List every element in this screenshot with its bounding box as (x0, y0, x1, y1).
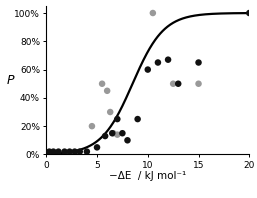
Point (120, 132, 124, 135)
Point (78, 150, 82, 153)
Point (136, 117, 140, 121)
Point (125, 139, 130, 142)
Point (166, 58, 170, 61)
Point (171, 82, 175, 85)
X-axis label: −ΔE  / kJ mol⁻¹: −ΔE / kJ mol⁻¹ (109, 171, 186, 181)
Point (47, 150, 51, 153)
Point (85, 150, 89, 153)
Point (100, 82, 104, 85)
Point (196, 82, 200, 85)
Point (56, 150, 60, 153)
Point (95, 146, 99, 149)
Point (115, 117, 119, 121)
Point (115, 133, 119, 136)
Point (111, 132, 115, 135)
Point (62, 150, 67, 153)
Y-axis label: P: P (6, 74, 14, 87)
Point (51, 150, 56, 153)
Point (156, 61, 160, 64)
Point (146, 68, 150, 71)
Point (68, 150, 72, 153)
Point (105, 89, 109, 92)
Point (176, 82, 180, 85)
Point (110, 132, 114, 135)
Point (73, 150, 77, 153)
Point (108, 110, 112, 114)
Point (90, 125, 94, 128)
Point (196, 61, 200, 64)
Point (151, 11, 155, 15)
Point (103, 134, 107, 138)
Point (247, 11, 251, 15)
